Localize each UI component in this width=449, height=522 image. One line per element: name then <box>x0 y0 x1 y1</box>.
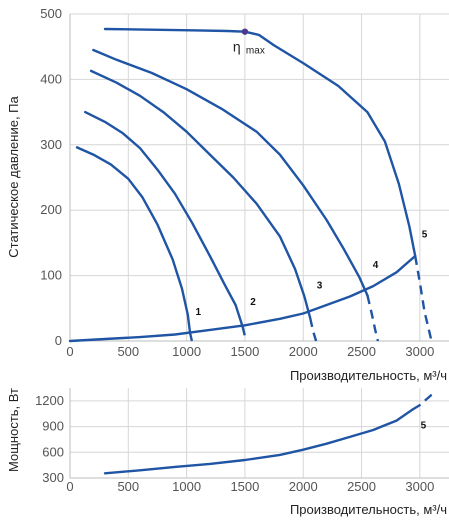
pressure-y-tick-label: 400 <box>40 71 62 86</box>
pressure-y-tick-label: 0 <box>55 333 62 348</box>
pressure-series-3-label: 3 <box>317 281 323 292</box>
power-y-tick-label: 1200 <box>35 393 64 408</box>
power-x-tick-label: 3000 <box>405 479 434 494</box>
pressure-series-2-dashed-line <box>241 326 248 342</box>
pressure-series-1-line <box>75 146 192 335</box>
power-x-tick-label: 1000 <box>172 479 201 494</box>
power-y-tick-label: 600 <box>42 444 64 459</box>
power-x-axis-label: Производительность, м³/ч <box>290 502 447 517</box>
pressure-x-tick-label: 2500 <box>347 344 376 359</box>
pressure-series-1-dashed-line <box>188 332 194 342</box>
pressure-series-4-label: 4 <box>373 260 379 271</box>
pressure-x-tick-label: 1000 <box>172 344 201 359</box>
pressure-x-tick-label: 2000 <box>289 344 318 359</box>
pressure-y-tick-label: 200 <box>40 202 62 217</box>
power-x-tick-label: 1500 <box>230 479 259 494</box>
pressure-series-2-label: 2 <box>250 297 256 308</box>
pressure-series-5-dashed-line <box>414 255 433 342</box>
pressure-x-tick-label: 1500 <box>230 344 259 359</box>
pressure-series-3-dashed-line <box>309 317 318 342</box>
power-y-tick-label: 900 <box>42 419 64 434</box>
pressure-x-tick-label: 0 <box>66 344 73 359</box>
power-y-axis-label: Мощность, Вт <box>6 388 21 472</box>
pressure-y-tick-label: 300 <box>40 137 62 152</box>
pressure-x-tick-label: 500 <box>117 344 139 359</box>
power-series-5-label: 5 <box>421 420 427 431</box>
pressure-y-tick-label: 500 <box>40 6 62 21</box>
pressure-series-system-line <box>68 254 417 343</box>
power-chart-panel: 0 500 1000 1500 2000 2500 3000 300 600 900 1200 Про… <box>6 388 449 517</box>
power-x-tick-label: 2000 <box>289 479 318 494</box>
pressure-y-axis-label: Статическое давление, Па <box>6 96 21 258</box>
power-y-tick-label: 300 <box>42 470 64 485</box>
pressure-y-tick-label: 100 <box>40 268 62 283</box>
power-x-tick-label: 0 <box>66 479 73 494</box>
pressure-x-axis-label: Производительность, м³/ч <box>290 368 447 383</box>
pressure-series-5-line <box>103 27 417 258</box>
pressure-chart-panel: 0 500 1000 1500 2000 2500 3000 0 100 200 300 400 500… <box>6 6 449 383</box>
pressure-series-4-dashed-line <box>366 294 380 342</box>
power-series-5-dashed-line <box>412 392 436 411</box>
power-x-tick-label: 500 <box>117 479 139 494</box>
pressure-series-5-label: 5 <box>422 230 428 241</box>
pressure-series-2-line <box>84 110 244 328</box>
pressure-series-4-line <box>92 48 369 297</box>
pressure-x-tick-label: 3000 <box>405 344 434 359</box>
pressure-eta-max-marker <box>241 28 249 35</box>
pressure-eta-max-subscript: max <box>246 46 265 57</box>
pressure-eta-max-label: η <box>233 39 241 55</box>
power-series-5-line <box>103 408 414 475</box>
pressure-series-3-line <box>89 69 312 320</box>
pressure-series-1-label: 1 <box>195 307 201 318</box>
power-x-tick-label: 2500 <box>347 479 376 494</box>
